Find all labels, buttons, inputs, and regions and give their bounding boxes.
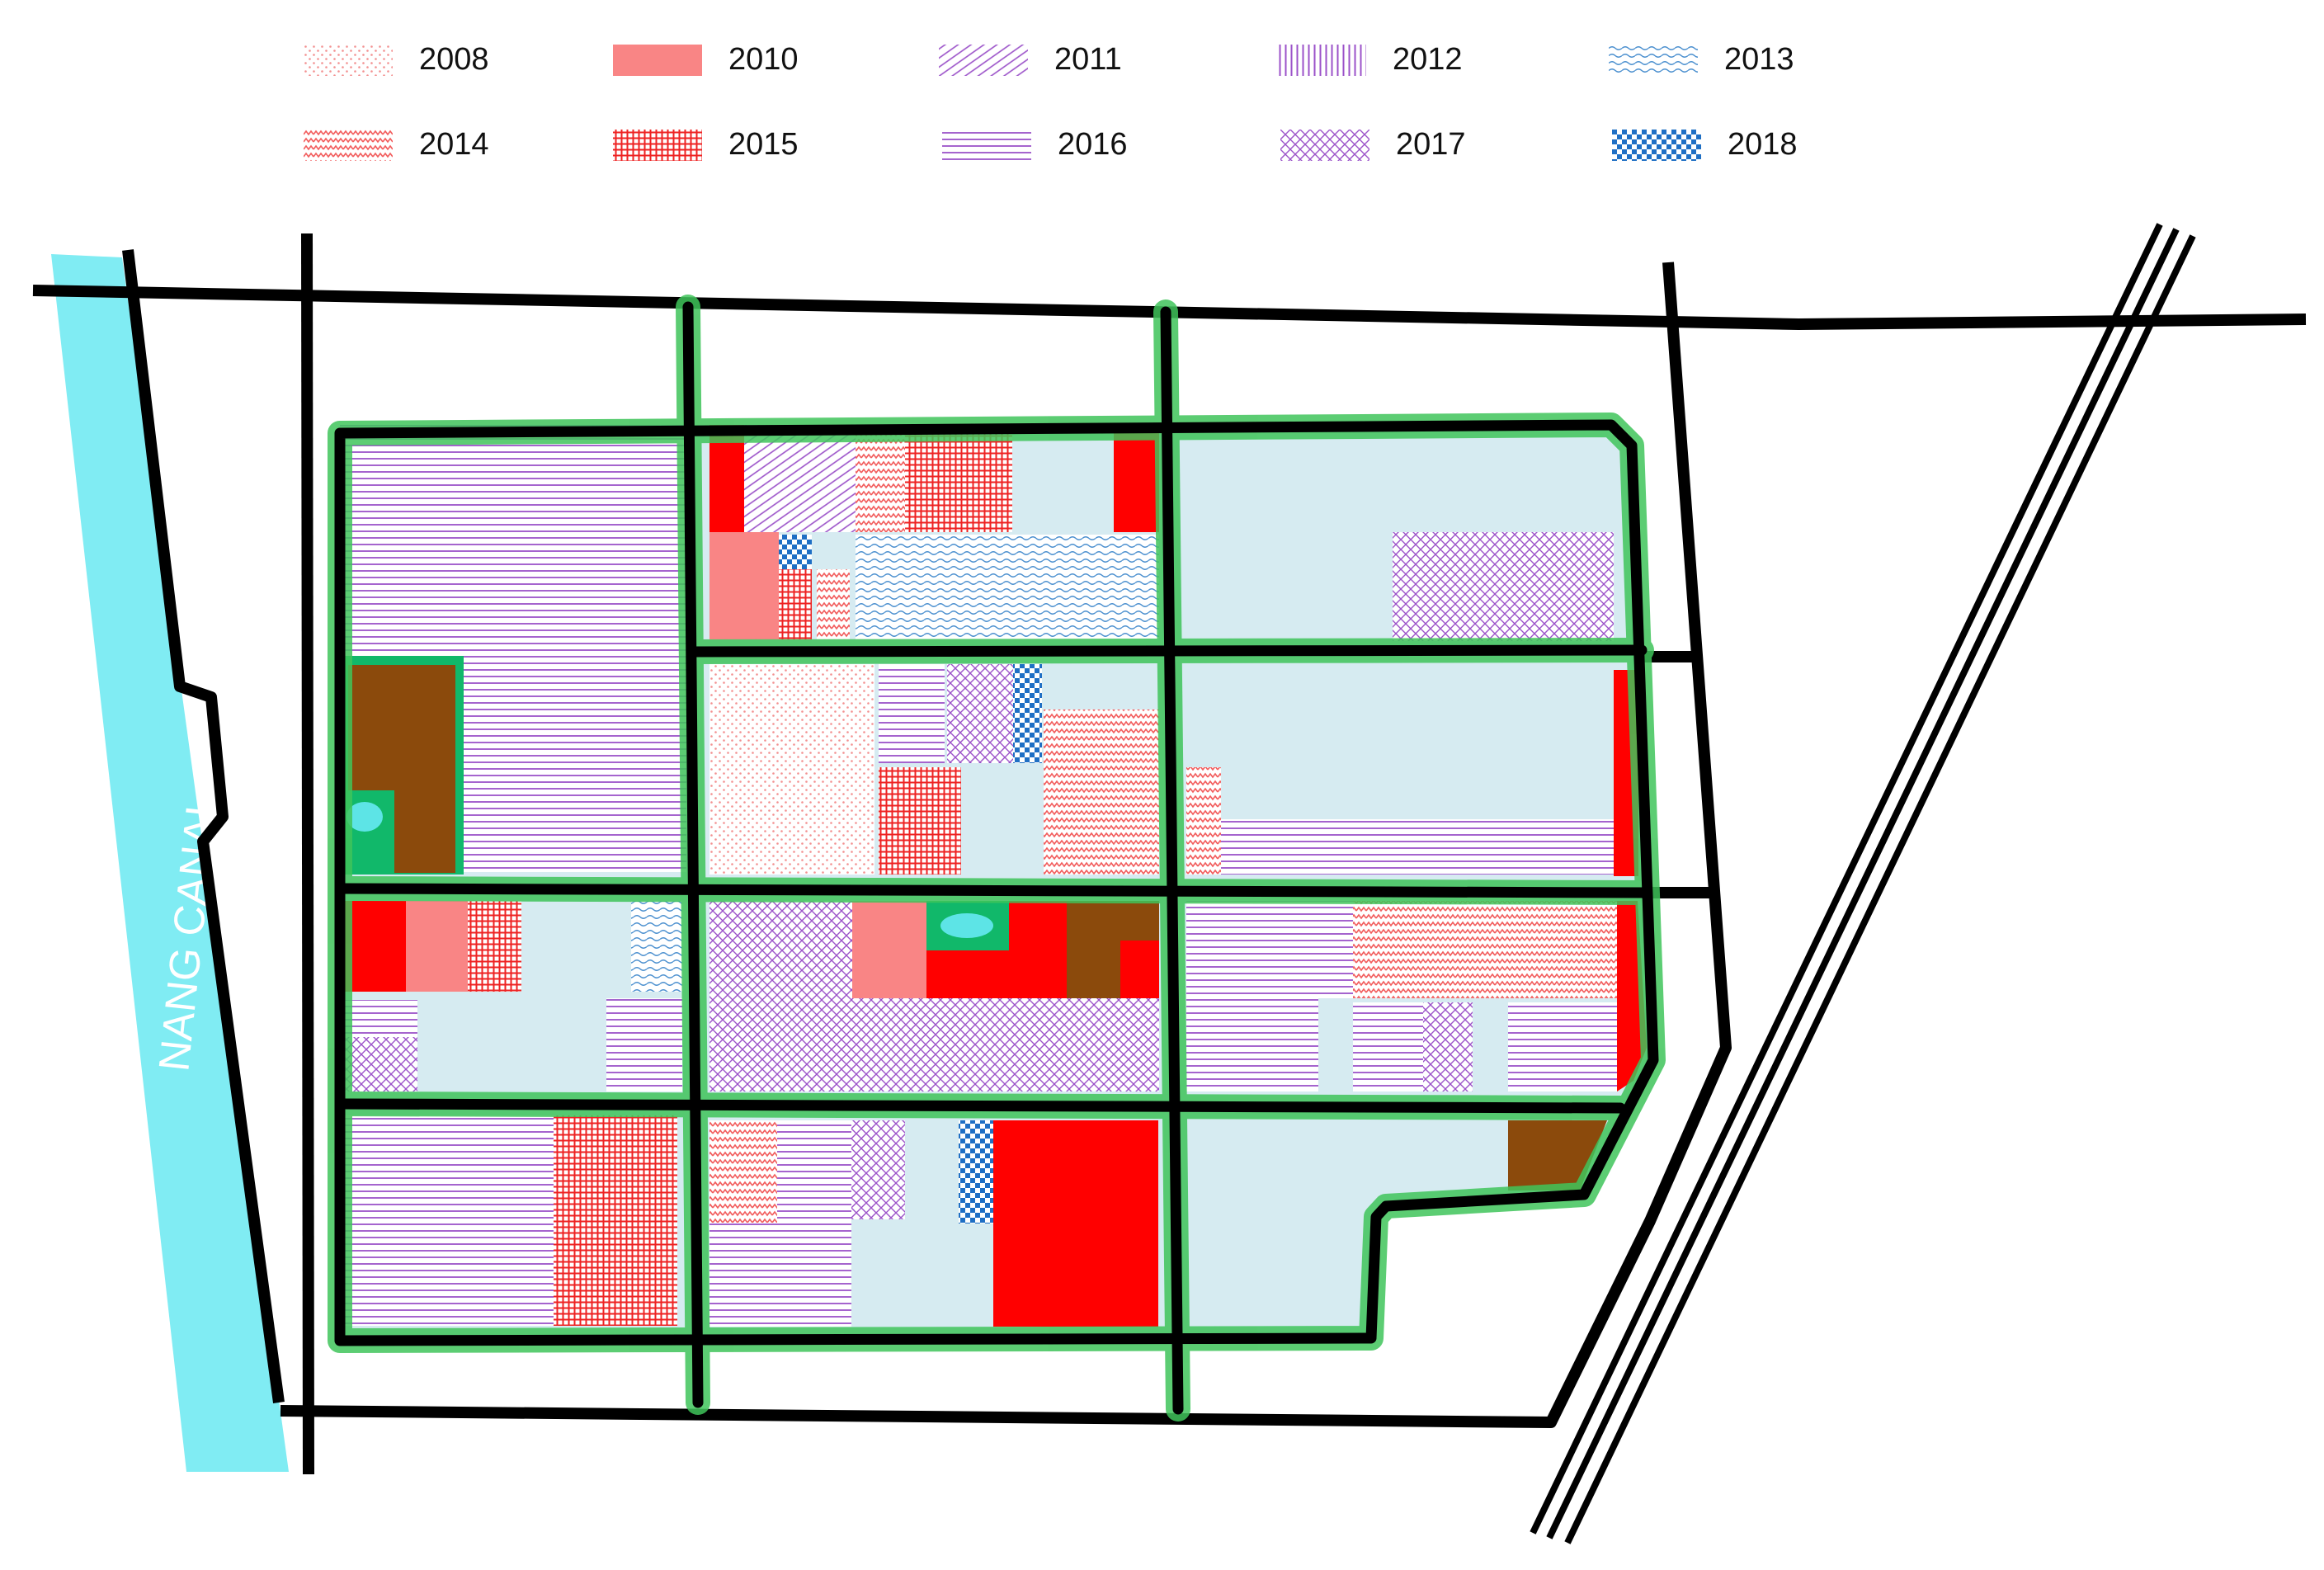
- legend-label-2017: 2017: [1396, 127, 1466, 162]
- parcel-2016: [1186, 901, 1318, 1091]
- legend-item-2008: 2008: [304, 42, 489, 78]
- legend-item-2015: 2015: [613, 127, 799, 163]
- legend-item-2011: 2011: [939, 42, 1122, 78]
- legend-label-2011: 2011: [1054, 42, 1122, 77]
- parcel-2016: [606, 998, 682, 1091]
- legend-swatch-2011: [939, 44, 1028, 76]
- parcel-2016: [1353, 1002, 1423, 1091]
- parcel-2016: [709, 1223, 777, 1327]
- legend-label-2016: 2016: [1058, 127, 1128, 162]
- parcel-2016: [343, 1000, 417, 1037]
- legend-item-2012: 2012: [1277, 42, 1463, 78]
- legend-item-2014: 2014: [304, 127, 489, 163]
- parcel-red: [1009, 901, 1067, 950]
- legend-label-2014: 2014: [419, 127, 489, 162]
- parcel-2017: [851, 1120, 905, 1219]
- parcel-red: [926, 950, 1067, 998]
- legend-item-2013: 2013: [1609, 42, 1794, 78]
- parcel-red: [1114, 425, 1159, 532]
- legend-label-2015: 2015: [728, 127, 799, 162]
- parcel-2014: [817, 569, 850, 639]
- pond: [346, 802, 383, 832]
- parcel-2016: [1508, 1002, 1617, 1091]
- railway: [1530, 223, 2196, 1544]
- legend-swatch-2014: [304, 129, 393, 161]
- parcel-2018: [779, 535, 812, 569]
- parcel-2013: [856, 535, 1159, 639]
- legend-swatch-2013: [1609, 44, 1698, 76]
- parcel-2015: [554, 1115, 677, 1326]
- road-south: [280, 262, 1732, 1428]
- legend-swatch-2018: [1612, 129, 1701, 161]
- parcel-2016: [879, 664, 945, 763]
- parcel-red: [993, 1120, 1158, 1327]
- legend-label-2010: 2010: [728, 42, 799, 77]
- legend-item-2010: 2010: [613, 42, 799, 78]
- legend-item-2018: 2018: [1612, 127, 1798, 163]
- legend-label-2013: 2013: [1724, 42, 1794, 77]
- parcel-2008: [709, 664, 874, 875]
- parcel-2016: [1318, 901, 1353, 998]
- road-west: [301, 233, 314, 1475]
- parcel-2015: [468, 901, 521, 992]
- parcel-2010: [709, 532, 744, 639]
- map-legend: 2008 2010 2011 2012 2013 2014 2015 2016 …: [0, 0, 2324, 190]
- parcel-2014: [1186, 767, 1221, 875]
- parcel-2016: [1221, 819, 1614, 875]
- legend-label-2018: 2018: [1728, 127, 1798, 162]
- parcel-2018: [1013, 664, 1042, 763]
- parcel-2010: [406, 901, 468, 992]
- parcel-red: [1120, 941, 1159, 998]
- road-west-canal: [122, 249, 285, 1403]
- parcel-2017: [1423, 1002, 1473, 1091]
- legend-label-2012: 2012: [1393, 42, 1463, 77]
- parcel-2014: [1044, 710, 1159, 875]
- pond: [940, 913, 993, 938]
- legend-swatch-2012: [1277, 44, 1366, 76]
- legend-item-2016: 2016: [942, 127, 1128, 163]
- parcel-2014: [1353, 901, 1617, 998]
- parcel-2014: [709, 1120, 777, 1223]
- parcel-2017: [1393, 532, 1614, 641]
- parcel-2018: [959, 1120, 993, 1223]
- legend-swatch-2015: [613, 129, 702, 161]
- nang-canal: [51, 254, 289, 1472]
- legend-item-2017: 2017: [1280, 127, 1466, 163]
- outer-roads: [32, 233, 2307, 1475]
- parcel-2016: [777, 1120, 851, 1327]
- parcel-2015: [779, 569, 812, 639]
- parcel-2010: [852, 901, 926, 998]
- road-north: [32, 285, 2307, 330]
- parcel-2017: [343, 1037, 417, 1091]
- parcel-2015: [879, 767, 961, 875]
- legend-label-2008: 2008: [419, 42, 489, 77]
- legend-swatch-2010: [613, 44, 702, 76]
- legend-swatch-2008: [304, 44, 393, 76]
- parcel-2013: [631, 901, 682, 992]
- parcel-red: [343, 901, 406, 992]
- parcel-2010: [744, 532, 779, 639]
- parcel-2017: [947, 664, 1013, 763]
- parcel-2016: [343, 1115, 554, 1326]
- parcel-2014: [856, 425, 905, 532]
- district-roads: [334, 301, 1659, 1415]
- parcel-2015: [905, 425, 1012, 532]
- legend-swatch-2016: [942, 129, 1031, 161]
- legend-swatch-2017: [1280, 129, 1369, 161]
